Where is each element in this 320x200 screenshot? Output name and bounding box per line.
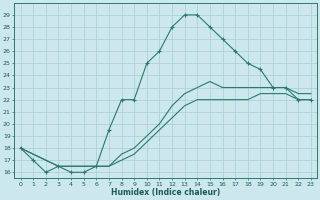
X-axis label: Humidex (Indice chaleur): Humidex (Indice chaleur)	[111, 188, 220, 197]
